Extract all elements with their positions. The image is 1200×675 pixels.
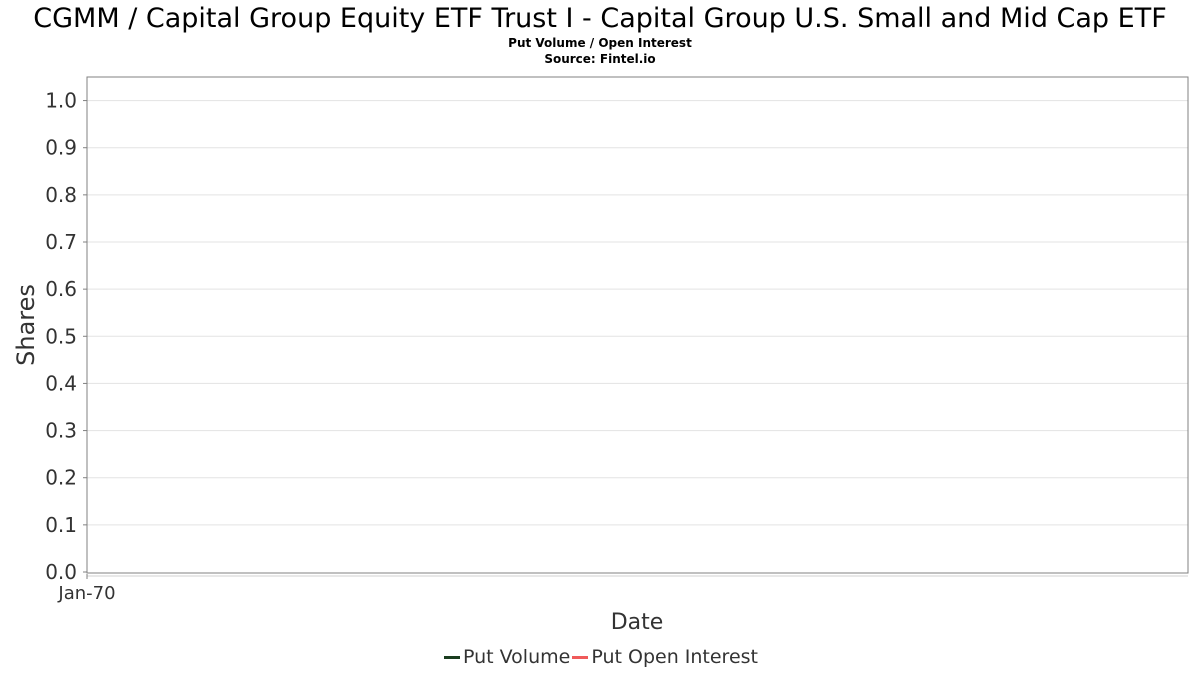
legend-item-put-volume: Put Volume: [442, 646, 570, 668]
y-tick-label: 0.9: [45, 136, 77, 160]
chart-subtitle: Put Volume / Open Interest: [508, 36, 692, 50]
y-tick-label: 0.7: [45, 230, 77, 254]
legend-label-put-open-interest: Put Open Interest: [591, 646, 758, 668]
line-chart: 0.0 0.1 0.2 0.3 0.4 0.5 0.6 0.7 0.8 0.9 1.0 Jan-70…: [12, 76, 1189, 635]
y-tick-label: 0.6: [45, 277, 77, 301]
y-axis-ticks: 0.0 0.1 0.2 0.3 0.4 0.5 0.6 0.7 0.8 0.9 1.0: [45, 89, 87, 584]
y-tick-label: 1.0: [45, 89, 77, 113]
x-axis-label: Date: [611, 610, 664, 635]
legend-swatch-put-volume: [444, 655, 460, 659]
plot-area-frame: [86, 76, 1189, 574]
chart-legend: Put Volume Put Open Interest: [0, 646, 1200, 668]
y-tick-label: 0.1: [45, 513, 77, 537]
chart-source: Source: Fintel.io: [544, 52, 656, 66]
grid-lines: [87, 100, 1188, 526]
legend-item-put-open-interest: Put Open Interest: [570, 646, 758, 668]
y-tick-label: 0.8: [45, 183, 77, 207]
y-tick-label: 0.5: [45, 324, 77, 348]
y-tick-label: 0.4: [45, 371, 77, 395]
chart-title: CGMM / Capital Group Equity ETF Trust I …: [33, 3, 1167, 34]
y-tick-label: 0.2: [45, 466, 77, 490]
x-axis-ticks: Jan-70: [57, 574, 1188, 604]
y-tick-label: 0.0: [45, 560, 77, 584]
y-tick-label: 0.3: [45, 419, 77, 443]
legend-label-put-volume: Put Volume: [463, 646, 571, 668]
y-axis-label: Shares: [12, 284, 40, 366]
x-tick-label: Jan-70: [57, 583, 115, 604]
legend-swatch-put-open-interest: [572, 655, 589, 659]
